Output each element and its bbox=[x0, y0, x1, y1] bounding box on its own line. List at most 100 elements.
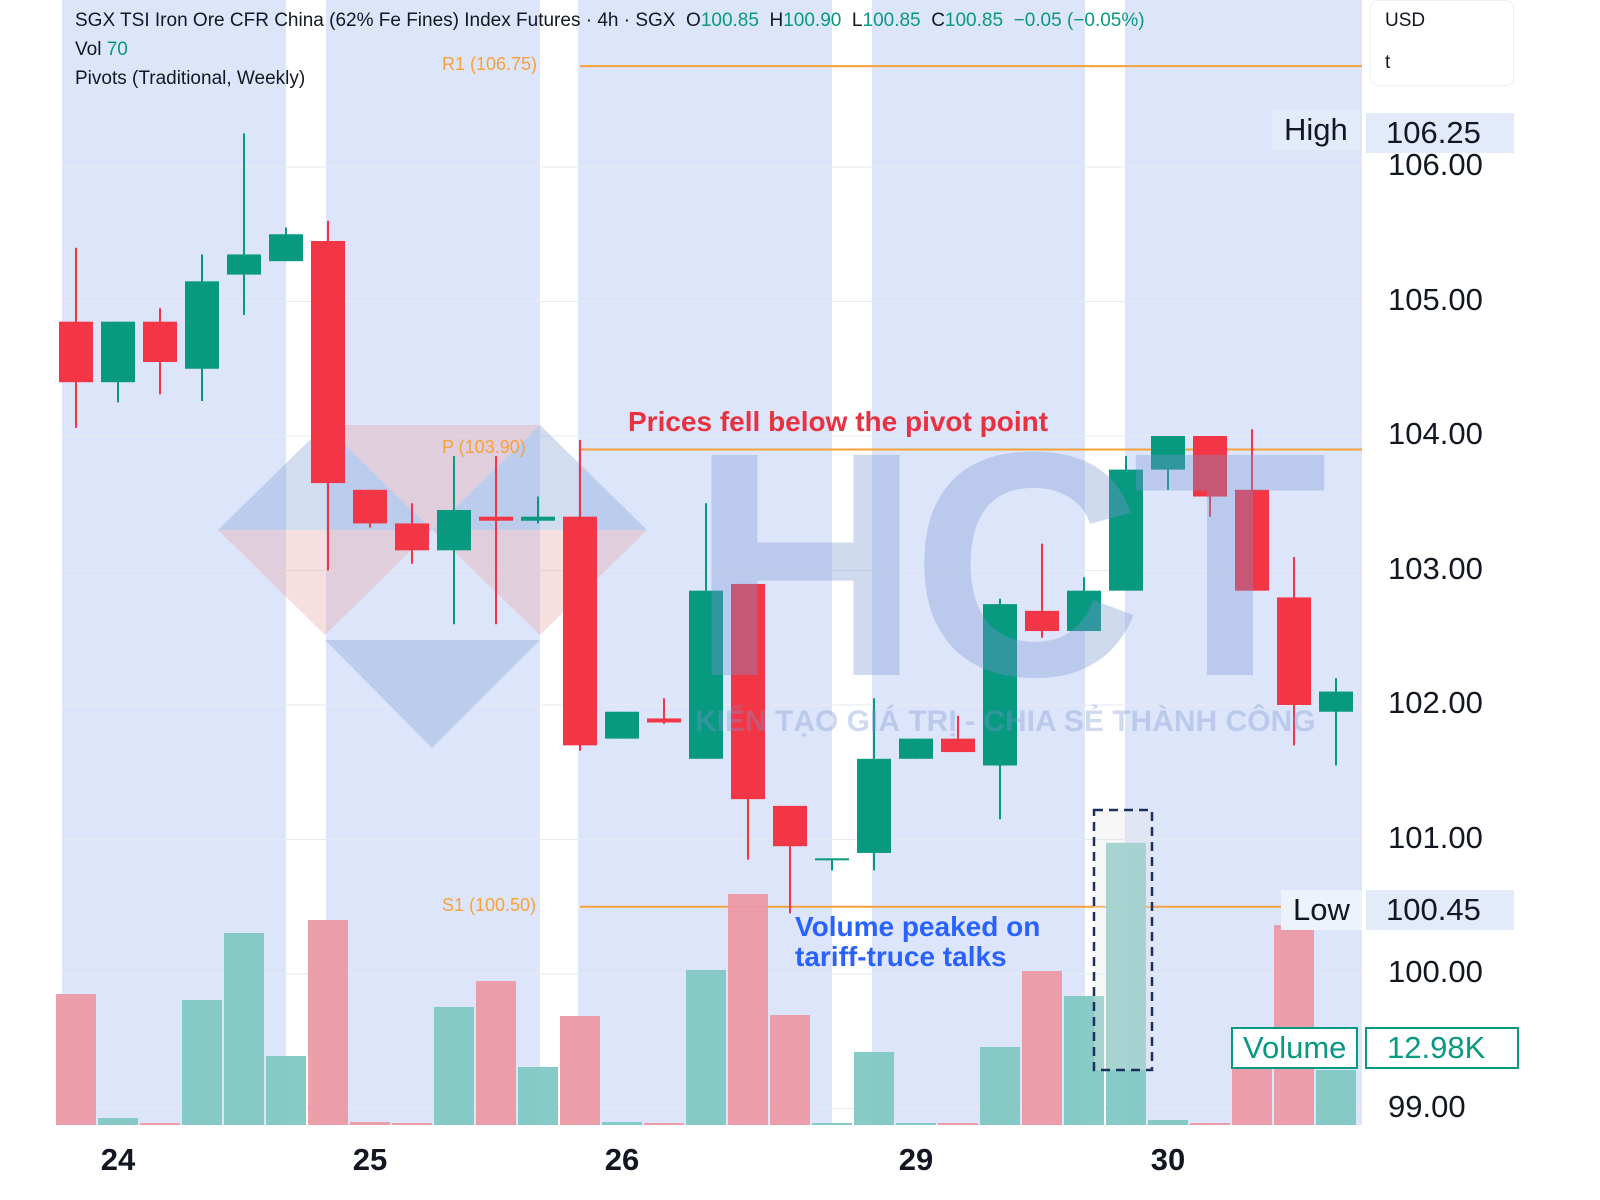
y-axis-tick: 103.00 bbox=[1388, 550, 1483, 586]
candle-down bbox=[563, 516, 597, 746]
y-axis-tick: 99.00 bbox=[1388, 1088, 1466, 1124]
low-badge-value: 100.45 bbox=[1366, 890, 1514, 930]
candle-up bbox=[815, 858, 849, 861]
currency-unit-selector[interactable]: USD t bbox=[1370, 0, 1514, 86]
volume-badge-value: 12.98K bbox=[1365, 1027, 1519, 1069]
high-badge-label: High bbox=[1272, 110, 1360, 150]
candle-up bbox=[101, 321, 135, 383]
symbol-title: SGX TSI Iron Ore CFR China (62% Fe Fines… bbox=[75, 10, 676, 31]
y-axis-tick: 105.00 bbox=[1388, 281, 1483, 317]
volume-bar bbox=[560, 1016, 600, 1125]
volume-bar bbox=[812, 1123, 852, 1125]
candle-up bbox=[857, 758, 891, 853]
volume-bar bbox=[686, 970, 726, 1125]
volume-bar bbox=[140, 1123, 180, 1125]
session-gap bbox=[832, 0, 872, 1125]
candle-up bbox=[1109, 469, 1143, 591]
volume-bar bbox=[98, 1118, 138, 1125]
low-badge-label: Low bbox=[1281, 890, 1362, 930]
close-label: C bbox=[931, 10, 945, 31]
candle-up bbox=[437, 509, 471, 551]
candle-down bbox=[1025, 610, 1059, 632]
high-value: 100.90 bbox=[783, 10, 842, 31]
volume-bar bbox=[1316, 1070, 1356, 1125]
volume-bar bbox=[854, 1052, 894, 1125]
volume-bar bbox=[770, 1015, 810, 1125]
y-axis-tick: 100.00 bbox=[1388, 954, 1483, 989]
pivots-legend[interactable]: Pivots (Traditional, Weekly) bbox=[75, 68, 306, 89]
candle-up bbox=[899, 738, 933, 759]
watermark-slogan: KIẾN TẠO GIÁ TRỊ - CHIA SẺ THÀNH CÔNG bbox=[695, 705, 1316, 738]
candle-up bbox=[269, 234, 303, 262]
x-axis-tick: 26 bbox=[604, 1142, 640, 1177]
candle-up bbox=[1067, 590, 1101, 632]
volume-bar bbox=[392, 1123, 432, 1125]
volume-bar bbox=[1274, 925, 1314, 1125]
candle-down bbox=[395, 523, 429, 551]
candle-down bbox=[353, 489, 387, 524]
volume-peak-highlight-box bbox=[1092, 808, 1154, 1072]
volume-bar bbox=[266, 1056, 306, 1125]
high-badge-value: 106.25 bbox=[1366, 113, 1514, 153]
candle-down bbox=[773, 805, 807, 847]
high-label: H bbox=[769, 10, 784, 31]
vol-value: 70 bbox=[106, 39, 128, 60]
volume-bar bbox=[1148, 1120, 1188, 1125]
candle-down bbox=[59, 321, 93, 383]
candle-down bbox=[1277, 597, 1311, 705]
volume-bar bbox=[1064, 996, 1104, 1125]
volume-bar bbox=[476, 981, 516, 1125]
x-axis-tick: 30 bbox=[1150, 1142, 1186, 1177]
volume-bar bbox=[224, 933, 264, 1125]
volume-annotation: Volume peaked on tariff-truce talks bbox=[795, 912, 1040, 972]
open-label: O bbox=[686, 10, 701, 31]
x-axis-tick: 25 bbox=[352, 1142, 388, 1177]
candle-down bbox=[143, 321, 177, 363]
candle-down bbox=[479, 516, 513, 521]
volume-annotation-line2: tariff-truce talks bbox=[795, 941, 1007, 972]
unit-label: t bbox=[1385, 52, 1391, 73]
volume-bar bbox=[938, 1123, 978, 1125]
candle-down bbox=[647, 718, 681, 723]
y-axis-tick: 104.00 bbox=[1388, 416, 1483, 451]
candle-down bbox=[311, 240, 345, 484]
currency-label: USD bbox=[1385, 10, 1426, 31]
symbol-legend[interactable]: SGX TSI Iron Ore CFR China (62% Fe Fines… bbox=[75, 10, 1145, 32]
volume-bar bbox=[182, 1000, 222, 1125]
pivot-annotation: Prices fell below the pivot point bbox=[628, 406, 1049, 437]
candle-up bbox=[227, 254, 261, 275]
volume-bar bbox=[896, 1123, 936, 1125]
pivot-label-r1: R1 (106.75) bbox=[442, 54, 538, 75]
volume-bar bbox=[308, 920, 348, 1125]
change-value: −0.05 (−0.05%) bbox=[1013, 10, 1145, 31]
volume-badge-label: Volume bbox=[1231, 1027, 1359, 1069]
watermark-logo-text: HCT bbox=[690, 385, 1328, 743]
volume-bar bbox=[56, 994, 96, 1125]
pivot-label-s1: S1 (100.50) bbox=[442, 894, 537, 915]
close-value: 100.85 bbox=[944, 10, 1004, 31]
volume-annotation-line1: Volume peaked on bbox=[795, 911, 1041, 942]
vol-label: Vol bbox=[75, 39, 102, 60]
volume-bar bbox=[1106, 842, 1146, 1125]
volume-bar bbox=[1190, 1123, 1230, 1125]
volume-bar bbox=[644, 1123, 684, 1125]
volume-bar bbox=[1022, 971, 1062, 1125]
candle-up bbox=[689, 590, 723, 759]
volume-bar bbox=[980, 1047, 1020, 1125]
low-value: 100.85 bbox=[862, 10, 921, 31]
volume-legend[interactable]: Vol 70 bbox=[75, 39, 128, 61]
candle-down bbox=[1193, 436, 1227, 497]
volume-bar bbox=[434, 1007, 474, 1125]
candle-up bbox=[1151, 436, 1185, 470]
x-axis-tick: 24 bbox=[100, 1142, 136, 1177]
candle-down bbox=[941, 738, 975, 753]
candle-down bbox=[731, 583, 765, 800]
volume-bar bbox=[602, 1122, 642, 1125]
volume-bar bbox=[350, 1122, 390, 1125]
candle-up bbox=[605, 711, 639, 739]
low-label: L bbox=[851, 10, 863, 31]
candle-down bbox=[1235, 489, 1269, 591]
candle-up bbox=[983, 604, 1017, 766]
volume-bar bbox=[518, 1067, 558, 1125]
